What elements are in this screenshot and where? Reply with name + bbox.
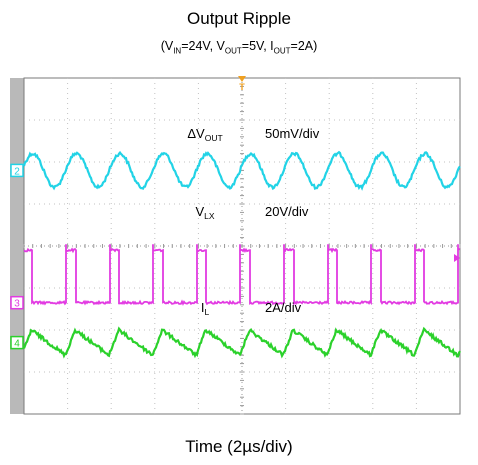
trace-name-main: I [201,300,205,315]
channel-marker [10,295,24,310]
trace-name-main: V [195,204,204,219]
trigger-level-icon [454,254,460,262]
subtitle-iout-val: =2A) [290,39,318,53]
channel-marker [10,163,24,178]
subtitle-vout-sub: OUT [224,46,242,56]
channel-marker-number: 2 [14,166,20,177]
trace-name-sub: LX [204,211,215,221]
trace-name-label: ΔVOUT [187,126,222,143]
trace-name-label: VLX [195,204,214,221]
channel-marker-number: 4 [14,339,20,350]
trigger-marker-label: T [239,82,245,92]
trace-scale-label: 50mV/div [265,126,320,141]
subtitle-open: (V [160,39,174,53]
subtitle-vin-sub: IN [173,46,182,56]
channel-marker-number: 3 [14,299,20,310]
trigger-marker-icon [238,76,246,82]
subtitle-vout-val: =5V, I [241,39,274,53]
trace-name-sub: OUT [205,133,223,143]
trace-name-label: IL [201,300,210,317]
trace-dvout [22,150,461,191]
trace-vlx [23,244,461,306]
subtitle-iout-sub: OUT [273,46,291,56]
trace-scale-label: 20V/div [265,204,309,219]
scope-bezel [10,78,24,414]
chart-subtitle: (VIN=24V, VOUT=5V, IOUT=2A) [0,39,478,56]
trace-name-sub: L [204,307,209,317]
subtitle-vin-val: =24V, V [181,39,225,53]
trace-il [22,326,461,359]
trace-scale-label: 2A/div [265,300,302,315]
channel-marker [10,335,24,350]
x-axis-label: Time (2µs/div) [185,437,293,456]
chart-title: Output Ripple [187,9,291,28]
trace-name-main: ΔV [187,126,205,141]
